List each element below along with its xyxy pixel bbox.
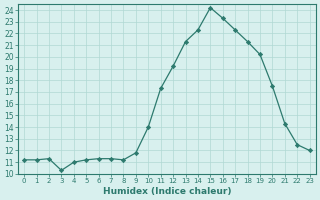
X-axis label: Humidex (Indice chaleur): Humidex (Indice chaleur)	[103, 187, 231, 196]
